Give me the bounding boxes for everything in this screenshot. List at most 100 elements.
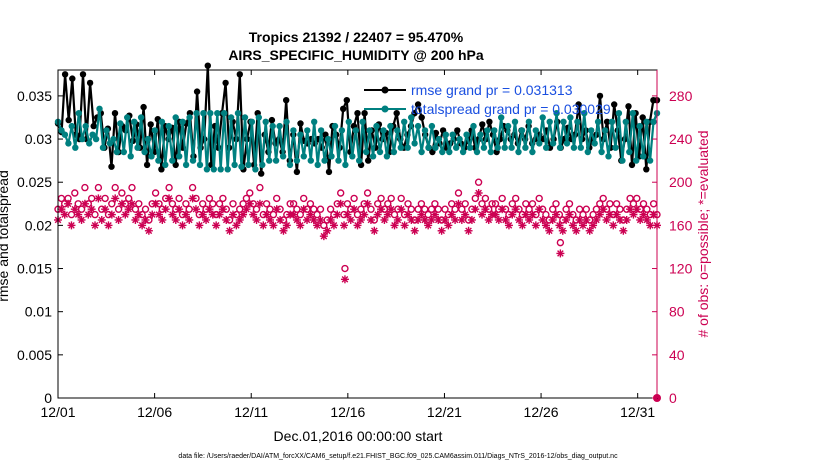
totalspread-point (207, 110, 214, 117)
nused-point (148, 210, 157, 219)
rmse-point (140, 103, 147, 111)
nused-point (97, 215, 106, 224)
nposs-point (565, 200, 574, 208)
totalspread-point (536, 140, 543, 147)
nused-point (447, 210, 456, 219)
nused-point (451, 215, 460, 224)
nposs-point (246, 189, 254, 197)
nposs-point (374, 200, 382, 208)
totalspread-point (397, 144, 404, 151)
totalspread-point (137, 114, 145, 121)
totalspread-point (601, 127, 609, 134)
nused-point (444, 221, 453, 230)
nposs-point (363, 189, 372, 197)
totalspread-point (234, 110, 242, 117)
totalspread-point (390, 148, 398, 156)
nposs-point (397, 194, 405, 203)
nposs-point (377, 194, 385, 203)
nused-point (235, 215, 244, 224)
nposs-point (81, 183, 89, 192)
totalspread-point (148, 153, 155, 160)
nposs-point (229, 200, 237, 208)
totalspread-point (570, 144, 578, 151)
nused-point (319, 232, 328, 241)
totalspread-point (411, 140, 418, 147)
totalspread-point (522, 144, 529, 151)
nposs-point (175, 194, 183, 203)
totalspread-point (525, 118, 533, 126)
nposs-point (549, 205, 557, 213)
nused-point (121, 210, 130, 219)
nused-point (417, 210, 426, 219)
y-right-tick-label: 240 (669, 131, 693, 147)
rmse-point (639, 114, 646, 121)
y-right-tick-label: 80 (669, 304, 685, 320)
totalspread-point (217, 166, 224, 173)
nused-point (535, 205, 544, 214)
rmse-point (643, 166, 650, 173)
totalspread-point (155, 157, 162, 164)
totalspread-point (369, 153, 377, 160)
nused-point (612, 210, 621, 219)
nused-point (175, 205, 184, 214)
nused-point (161, 205, 170, 214)
nused-point (387, 205, 396, 214)
nused-point (350, 205, 359, 214)
rmse-point (69, 75, 76, 82)
nused-point (64, 199, 73, 208)
nposs-point (387, 194, 395, 203)
nposs-point (633, 194, 641, 203)
nused-point (228, 210, 237, 219)
nused-point (400, 221, 409, 230)
totalspread-point (373, 122, 380, 130)
nused-point (131, 215, 140, 224)
nposs-point (337, 189, 345, 197)
nused-point (504, 221, 513, 230)
totalspread-point (425, 144, 432, 151)
obs-count-layer (54, 178, 661, 402)
nused-point (340, 221, 349, 230)
nposs-point (579, 210, 587, 219)
nposs-point (562, 205, 570, 213)
rmse-point (325, 168, 333, 176)
nused-point (323, 226, 332, 235)
totalspread-point (124, 114, 131, 121)
totalspread-point (193, 110, 200, 117)
totalspread-point (574, 118, 581, 126)
rmse-point (297, 120, 304, 127)
nused-point (575, 215, 584, 224)
rmse-point (361, 110, 368, 117)
totalspread-point (504, 122, 512, 130)
y-axis-right-label: # of obs: o=possible; *=evaluated (695, 130, 711, 337)
nused-point (639, 210, 648, 219)
totalspread-point (449, 131, 456, 138)
nposs-point (108, 200, 116, 208)
rmse-point (603, 118, 611, 126)
nused-point (602, 215, 611, 224)
nused-point (377, 205, 386, 214)
totalspread-point (92, 135, 100, 143)
nposs-point (168, 200, 177, 208)
nused-point (437, 226, 446, 235)
totalspread-point (356, 157, 363, 164)
nposs-point (252, 205, 261, 213)
nused-point (158, 215, 167, 224)
totalspread-point (633, 157, 640, 164)
nused-point (80, 199, 89, 208)
nused-point (276, 215, 285, 224)
totalspread-point (498, 114, 505, 121)
nused-point (538, 215, 547, 224)
nused-point (366, 215, 375, 224)
nused-point (521, 210, 530, 219)
rmse-point (340, 105, 347, 113)
nused-point (420, 215, 429, 224)
nposs-outlier (556, 238, 565, 247)
rmse-point (354, 110, 361, 117)
totalspread-point (539, 114, 546, 121)
nused-point (370, 226, 379, 235)
totalspread-point (61, 131, 69, 138)
chart-subtitle: AIRS_SPECIFIC_HUMIDITY @ 200 hPa (228, 47, 484, 63)
rmse-point (283, 97, 290, 104)
rmse-point (628, 161, 636, 169)
